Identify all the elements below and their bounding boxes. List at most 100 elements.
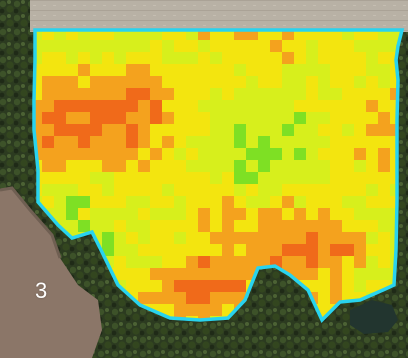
heatmap-cell	[162, 184, 175, 197]
heatmap-cell	[330, 196, 343, 209]
heatmap-cell	[150, 112, 163, 125]
heatmap-cell	[102, 208, 115, 221]
heatmap-cell	[42, 76, 55, 89]
heatmap-cell	[294, 172, 307, 185]
heatmap-cell	[138, 52, 151, 65]
heatmap-cell	[66, 124, 79, 137]
heatmap-cell	[306, 40, 319, 53]
heatmap-cell	[258, 220, 271, 233]
heatmap-cell	[54, 100, 67, 113]
heatmap-cell	[234, 244, 247, 257]
heatmap-cell	[354, 208, 367, 221]
heatmap-cell	[162, 196, 175, 209]
heatmap-cell	[342, 256, 355, 269]
heatmap-cell	[138, 232, 151, 245]
heatmap-cell	[342, 172, 355, 185]
heatmap-cell	[378, 268, 391, 281]
heatmap-cell	[198, 304, 211, 317]
heatmap-cell	[66, 100, 79, 113]
heatmap-cell	[198, 30, 211, 41]
heatmap-cell	[114, 148, 127, 161]
heatmap-cell	[102, 124, 115, 137]
heatmap-cell	[162, 304, 175, 317]
heatmap-cell	[330, 232, 343, 245]
heatmap-cell	[210, 256, 223, 269]
heatmap-cell	[150, 172, 163, 185]
heatmap-cell	[222, 280, 235, 293]
heatmap-cell	[342, 100, 355, 113]
heatmap-cell	[330, 124, 343, 137]
heatmap-cell	[102, 100, 115, 113]
heatmap-cell	[174, 148, 187, 161]
heatmap-cell	[318, 184, 331, 197]
heatmap-cell	[174, 136, 187, 149]
heatmap-cell	[66, 136, 79, 149]
heatmap-cell	[114, 208, 127, 221]
heatmap-cell	[342, 196, 355, 209]
heatmap-cell	[234, 124, 247, 137]
heatmap-cell	[234, 208, 247, 221]
heatmap-cell	[138, 136, 151, 149]
heatmap-cell	[54, 148, 67, 161]
heatmap-cell	[366, 112, 379, 125]
bare-field-top	[30, 0, 408, 32]
heatmap-cell	[378, 148, 391, 161]
river-edge	[0, 186, 62, 259]
heatmap-cell	[330, 136, 343, 149]
heatmap-cell	[222, 124, 235, 137]
heatmap-cell	[222, 76, 235, 89]
heatmap-cell	[54, 184, 67, 197]
heatmap-cell	[126, 208, 139, 221]
heatmap-cell	[354, 148, 367, 161]
heatmap-cell	[150, 196, 163, 209]
heatmap-cell	[126, 76, 139, 89]
heatmap-cell	[90, 172, 103, 185]
heatmap-cell	[306, 64, 319, 77]
heatmap-cell	[258, 184, 271, 197]
heatmap-cell	[330, 88, 343, 101]
heatmap-cell	[378, 184, 391, 197]
heatmap-cell	[186, 304, 199, 317]
heatmap-cell	[246, 160, 259, 173]
heatmap-cell	[318, 220, 331, 233]
heatmap-cell	[282, 100, 295, 113]
heatmap-cell	[174, 304, 187, 317]
heatmap-cell	[306, 30, 319, 41]
heatmap-cell	[114, 256, 127, 269]
heatmap-cell	[318, 208, 331, 221]
heatmap-cell	[234, 40, 247, 53]
heatmap-cell	[378, 208, 391, 221]
heatmap-cell	[150, 232, 163, 245]
heatmap-cell	[318, 40, 331, 53]
heatmap-cell	[330, 208, 343, 221]
heatmap-cell	[258, 52, 271, 65]
heatmap-cell	[114, 268, 127, 281]
heatmap-cell	[234, 136, 247, 149]
heatmap-cell	[90, 40, 103, 53]
heatmap-cell	[66, 148, 79, 161]
heatmap-cell	[34, 52, 43, 65]
heatmap-cell	[150, 280, 163, 293]
heatmap-cell	[34, 100, 43, 113]
heatmap-cell	[34, 88, 43, 101]
heatmap-cell	[42, 112, 55, 125]
heatmap-cell	[126, 136, 139, 149]
heatmap-cell	[114, 172, 127, 185]
heatmap-cell	[150, 88, 163, 101]
heatmap-cell	[318, 232, 331, 245]
heatmap-cell	[378, 124, 391, 137]
heatmap-cell	[234, 172, 247, 185]
heatmap-cell	[258, 196, 271, 209]
heatmap-cell	[126, 30, 139, 41]
heatmap-cell	[210, 52, 223, 65]
heatmap-cell	[270, 112, 283, 125]
heatmap-cell	[174, 196, 187, 209]
heatmap-cell	[270, 100, 283, 113]
heatmap-cell	[34, 112, 43, 125]
heatmap-cell	[318, 52, 331, 65]
heatmap-cell	[342, 220, 355, 233]
heatmap-cell	[210, 30, 223, 41]
heatmap-cell	[174, 76, 187, 89]
heatmap-cell	[210, 196, 223, 209]
heatmap-cell	[246, 136, 259, 149]
